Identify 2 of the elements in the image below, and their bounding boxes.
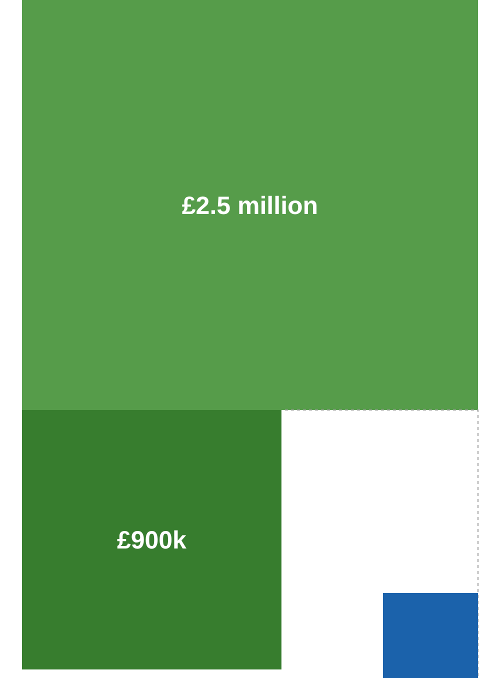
data-label: £900k: [116, 526, 187, 555]
data-label: £2.5 million: [182, 192, 318, 220]
